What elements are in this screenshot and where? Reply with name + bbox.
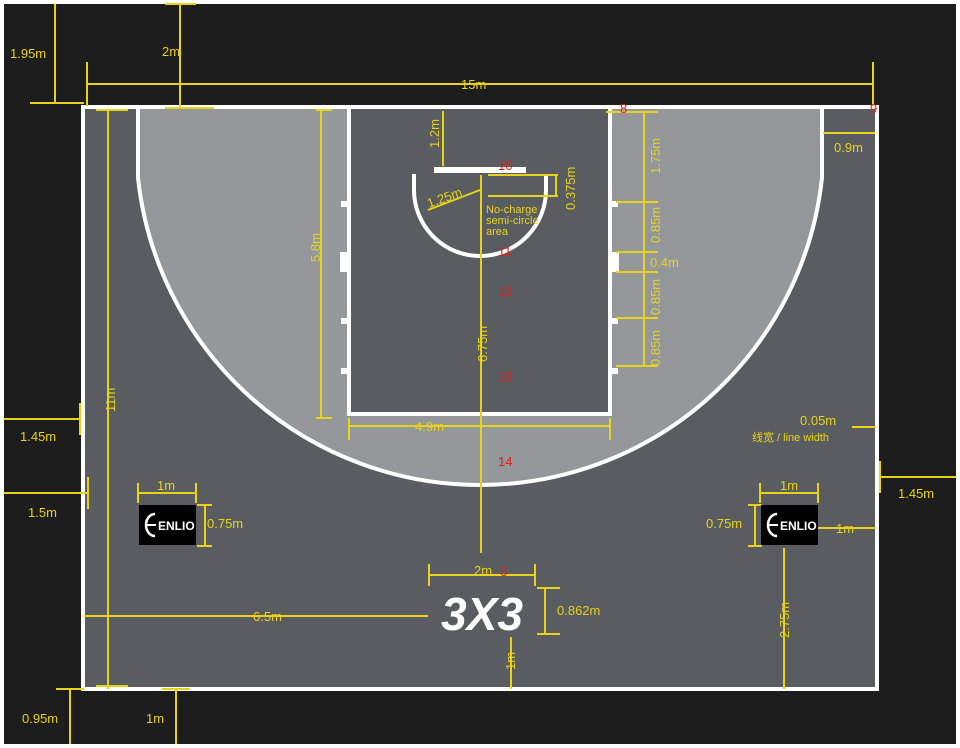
label-center-logo-h: 0.862m [557, 603, 600, 618]
marker-8: 8 [620, 101, 627, 116]
lane-hash-marks [340, 201, 619, 374]
label-lane-width: 4.9m [415, 419, 444, 434]
label-bottom-corner: 1m [146, 711, 164, 726]
label-three-pt-offset: 0.9m [834, 140, 863, 155]
label-no-charge-3: area [486, 226, 509, 238]
sponsor-logo-left: ENLIO [139, 505, 196, 545]
backboard [434, 167, 526, 173]
label-center-logo-w: 2m [474, 563, 492, 578]
sponsor-logo-right: ENLIO [761, 505, 818, 545]
label-line-width-value: 0.05m [800, 413, 836, 428]
label-top-corner: 2m [162, 44, 180, 59]
label-logo-left-h: 0.75m [207, 516, 243, 531]
paint-area [349, 107, 610, 414]
label-logo-left-w: 1m [157, 478, 175, 493]
label-side-left-145: 1.45m [20, 429, 56, 444]
label-logo-right-w: 1m [780, 478, 798, 493]
marker-11: 11 [498, 244, 512, 259]
marker-6: 6 [500, 564, 507, 579]
label-center-line: 6.75m [475, 326, 490, 362]
label-backboard-offset: 0.375m [563, 167, 578, 210]
label-logo-right-h: 0.75m [706, 516, 742, 531]
label-center-logo-bottom: 1m [503, 652, 518, 670]
label-court-length: 11m [103, 388, 118, 412]
label-no-charge-1: No-charge [486, 204, 537, 216]
label-side-left-15: 1.5m [28, 505, 57, 520]
sponsor-logo-right-text: ENLIO [780, 519, 817, 533]
label-restricted-depth: 1.2m [427, 119, 442, 148]
sponsor-logo-left-text: ENLIO [158, 519, 195, 533]
label-lane-mark-085b: 0.85m [648, 279, 663, 315]
label-side-right-145: 1.45m [898, 486, 934, 501]
label-top-offset: 1.95m [10, 46, 46, 61]
label-lane-length: 5.8m [308, 233, 323, 262]
marker-13: 13 [498, 369, 512, 384]
marker-12: 12 [498, 284, 512, 299]
label-line-width-text: 线宽 / line width [752, 430, 829, 444]
label-bottom-offset: 0.95m [22, 711, 58, 726]
label-logo-right-offset: 1m [836, 521, 854, 536]
label-court-width: 15m [461, 77, 486, 92]
label-lane-mark-085c: 0.85m [648, 330, 663, 366]
label-center-logo-left: 6.5m [253, 609, 282, 624]
label-lane-mark-175: 1.75m [648, 138, 663, 174]
label-lane-mark-04: 0.4m [650, 255, 679, 270]
dimension-lines [4, 3, 956, 744]
marker-10: 10 [498, 158, 512, 173]
label-lane-mark-085a: 0.85m [648, 207, 663, 243]
center-logo-3x3: 3X3 [441, 588, 523, 640]
label-no-charge-2: semi-circle [486, 215, 539, 227]
marker-9: 9 [870, 101, 877, 116]
label-right-logo-bottom: 2.75m [777, 602, 792, 638]
marker-14: 14 [498, 454, 512, 469]
